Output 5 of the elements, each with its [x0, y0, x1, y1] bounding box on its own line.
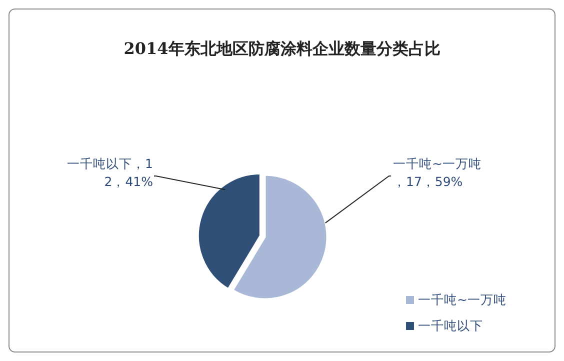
legend-label: 一千吨以下 [418, 318, 483, 333]
chart-title: 2014年东北地区防腐涂料企业数量分类占比 [124, 39, 440, 58]
legend-label: 一千吨~一万吨 [418, 292, 506, 307]
data-label: 一千吨~一万吨，17，59% [393, 156, 482, 189]
data-label: 一千吨以下，12，41% [67, 156, 154, 189]
